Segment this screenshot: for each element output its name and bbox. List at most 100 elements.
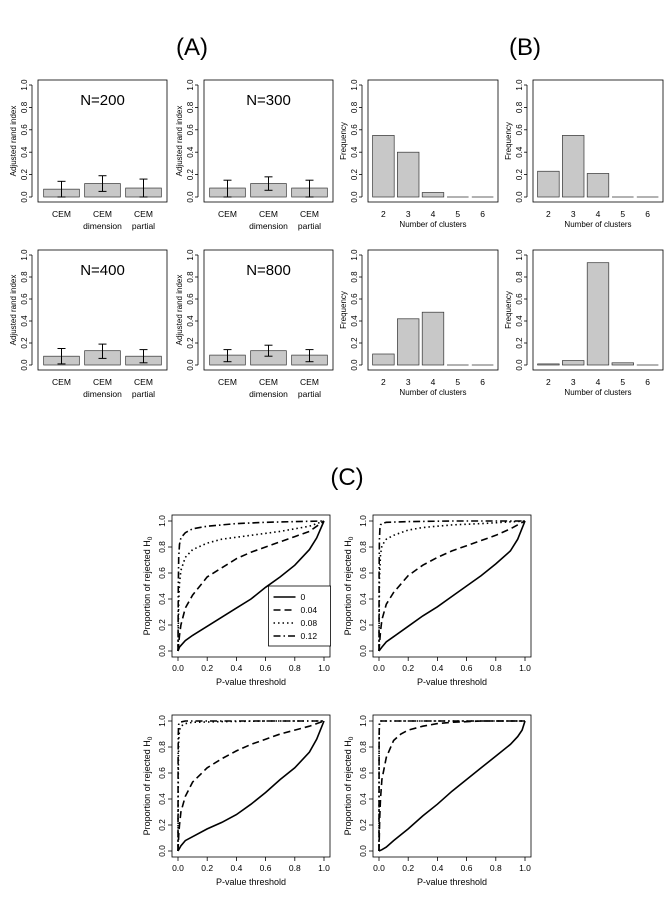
y-tick-label: 0.6 [515,293,524,305]
y-tick-label: 1.0 [515,79,524,91]
x-tick-label: CEM [259,209,278,219]
panel-label-c: (C) [330,464,363,491]
y-axis-label: Adjusted rand index [175,275,184,346]
plot-frame [367,79,499,203]
plot-frame [171,714,331,858]
x-tick-label: partial [132,389,155,399]
series-line-dotted [177,720,324,852]
x-tick-label: 0.2 [201,663,213,673]
x-tick-label: 0.2 [402,663,414,673]
y-tick-label: 1.0 [350,249,359,261]
y-tick-label: 0.0 [186,191,195,203]
y-tick-label: 0.0 [358,845,368,857]
chart-title: N=200 [80,92,125,109]
x-tick-label: 1.0 [519,663,531,673]
y-axis-label: Proportion of rejected H0 [142,736,154,835]
chart-title: N=800 [246,262,291,279]
panel-label-a: (A) [176,34,208,61]
y-tick-label: 0.6 [350,293,359,305]
x-tick-label: 0.4 [431,663,443,673]
x-tick-label: 0.6 [461,663,473,673]
y-tick-label: 0.2 [358,619,368,631]
y-tick-label: 0.0 [515,359,524,371]
x-tick-label: CEM [52,377,71,387]
y-tick-label: 0.2 [157,619,167,631]
line-chart-1: 0.0 0.2 0.4 0.6 0.8 1.0 0.0 0.2 0.4 0.6 0.8 1.0 P-va… [343,514,532,687]
bar [397,151,420,198]
y-tick-label: 0.4 [186,146,195,158]
plot-frame [203,249,334,371]
y-axis-label: Frequency [504,291,513,329]
x-tick-label: 0.0 [172,863,184,873]
series-line-dashed [177,720,325,852]
bar [372,135,395,198]
y-tick-label: 0.8 [350,271,359,283]
y-tick-label: 0.4 [186,315,195,327]
y-tick-label: 0.2 [358,819,368,831]
y-tick-label: 0.8 [157,541,167,553]
x-tick-label: 1.0 [318,863,330,873]
x-tick-label: 5 [620,209,625,219]
plot-frame [203,79,334,203]
x-tick-label: 3 [571,377,576,387]
series-line-solid [378,720,526,852]
y-tick-label: 0.6 [20,124,29,136]
y-tick-label: 1.0 [186,249,195,261]
y-tick-label: 1.0 [358,715,368,727]
y-tick-label: 0.8 [20,101,29,113]
y-axis-label: Adjusted rand index [175,106,184,177]
x-axis-label: Number of clusters [399,388,466,397]
y-tick-label: 0.8 [358,741,368,753]
y-tick-label: 0.4 [157,593,167,605]
x-tick-label: 3 [406,377,411,387]
x-tick-label: 0.6 [461,863,473,873]
y-tick-label: 1.0 [157,715,167,727]
y-tick-label: 0.6 [20,293,29,305]
bar [562,360,585,366]
y-tick-label: 0.0 [350,359,359,371]
y-axis-label-subscript: 0 [348,736,355,740]
y-tick-label: 0.2 [20,337,29,349]
x-tick-label: CEM [134,209,153,219]
x-tick-label: 1.0 [318,663,330,673]
x-tick-label: 0.8 [490,863,502,873]
series-line-dashed [378,520,526,652]
y-tick-label: 0.8 [186,101,195,113]
y-tick-label: 0.2 [515,168,524,180]
y-tick-label: 0.0 [157,645,167,657]
y-tick-label: 0.8 [515,101,524,113]
y-tick-label: 0.2 [350,168,359,180]
x-tick-label: CEM [300,209,319,219]
x-tick-label: 0.8 [289,663,301,673]
y-axis-label: Frequency [339,122,348,160]
y-tick-label: 0.6 [358,767,368,779]
y-tick-label: 0.8 [350,101,359,113]
legend-label: 0.04 [301,605,318,615]
x-tick-label: 2 [546,377,551,387]
x-tick-label: partial [298,221,321,231]
y-tick-label: 1.0 [20,249,29,261]
y-axis-label-subscript: 0 [147,736,154,740]
y-tick-label: 0.6 [157,567,167,579]
y-tick-label: 0.4 [20,146,29,158]
x-tick-label: 6 [645,377,650,387]
y-axis-label: Adjusted rand index [9,106,18,177]
series-line-dashdot [177,520,325,652]
x-axis-label: P-value threshold [216,677,286,687]
x-tick-label: 4 [431,209,436,219]
y-tick-label: 0.0 [20,191,29,203]
x-tick-label: 4 [431,377,436,387]
y-tick-label: 0.2 [350,337,359,349]
series-line-dashed [177,520,325,652]
y-axis-label: Frequency [339,291,348,329]
x-tick-label: dimension [83,389,122,399]
y-tick-label: 0.4 [358,593,368,605]
x-tick-label: 0.2 [201,863,213,873]
bar-chart-0: 0.0 0.2 0.4 0.6 0.8 1.0 Adjusted rand index N=2… [9,79,168,231]
x-tick-label: 0.4 [230,863,242,873]
charts-group: 0.0 0.2 0.4 0.6 0.8 1.0 Adjusted rand index N=2… [9,79,664,887]
y-tick-label: 0.4 [515,315,524,327]
x-tick-label: 2 [546,209,551,219]
y-tick-label: 0.6 [358,567,368,579]
